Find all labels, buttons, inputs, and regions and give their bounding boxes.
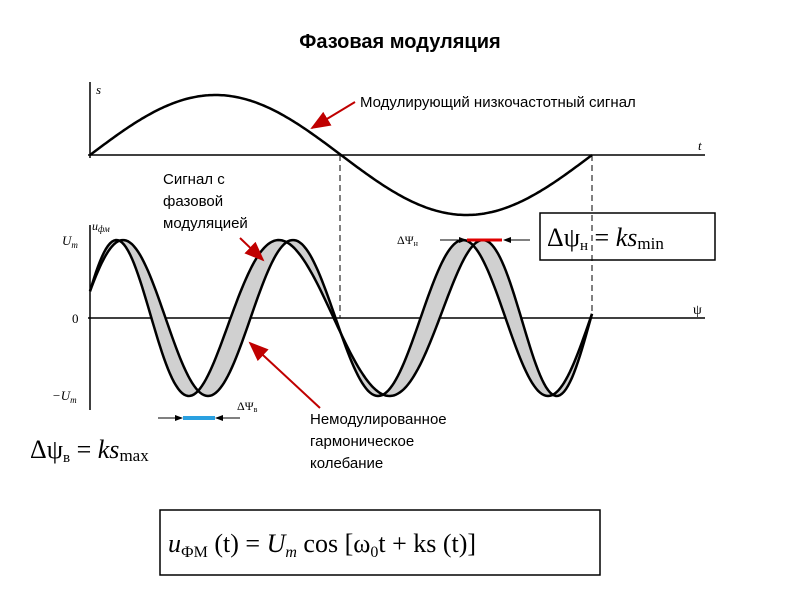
annotation: Сигнал с фазовой модуляцией [163, 171, 248, 232]
arrow [310, 101, 356, 130]
title: Фазовая модуляция [299, 31, 500, 53]
arrow [248, 341, 321, 409]
axis-label: s [96, 82, 101, 97]
tick-label: 0 [72, 311, 79, 326]
modulating-signal [89, 93, 593, 217]
formula: Δψв = ksmax [30, 435, 149, 466]
modulated-wave [88, 238, 594, 398]
formula-box [539, 212, 716, 261]
formula-box [159, 509, 601, 576]
axis-label: t [698, 138, 702, 153]
shift-label: ΔΨв [237, 399, 258, 414]
formula: Δψн = ksmin [547, 223, 664, 254]
tick-label: −Um [52, 388, 77, 405]
formula: uФМ (t) = Um cos [ω0t + ks (t)] [168, 529, 476, 561]
annotation: Модулирующий низкочастотный сигнал [360, 94, 636, 111]
axis-label: uфм [92, 219, 110, 234]
tick-label: Um [62, 233, 78, 250]
shift-label: ΔΨн [397, 233, 419, 248]
arrow [239, 237, 265, 262]
annotation: Немодулированное гармоническое колебание [310, 411, 447, 472]
axis-label: ψ [693, 303, 702, 318]
